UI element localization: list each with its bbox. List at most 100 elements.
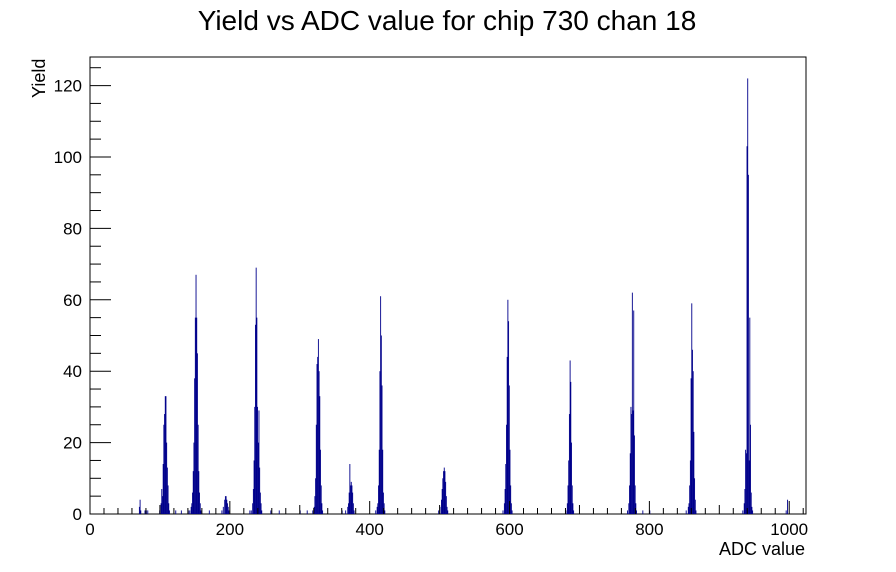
histogram-bar bbox=[743, 503, 745, 514]
histogram-bar bbox=[785, 510, 787, 514]
histogram-bar bbox=[506, 424, 507, 514]
histogram-bar bbox=[315, 424, 317, 514]
histogram-bar bbox=[199, 492, 200, 514]
histogram-bar bbox=[744, 489, 746, 514]
histogram-bar bbox=[629, 485, 630, 514]
histogram-bar bbox=[227, 506, 229, 514]
histogram-bar bbox=[378, 449, 380, 514]
histogram-bar bbox=[163, 424, 165, 514]
histogram-bar bbox=[250, 510, 252, 514]
histogram-bar bbox=[505, 464, 507, 514]
histogram-bar bbox=[742, 510, 744, 514]
histogram-bar bbox=[444, 471, 446, 514]
y-tick-label: 120 bbox=[54, 77, 82, 96]
histogram-bar bbox=[747, 78, 749, 514]
histogram-bar bbox=[381, 385, 383, 514]
histogram-bar bbox=[197, 424, 199, 514]
histogram-bar bbox=[631, 292, 633, 514]
histogram-bar bbox=[348, 503, 349, 514]
histogram-bar bbox=[167, 485, 169, 514]
histogram-bar bbox=[164, 396, 166, 514]
histogram-bar bbox=[254, 406, 256, 514]
histogram-bar bbox=[384, 510, 386, 514]
histogram-bar bbox=[322, 510, 324, 514]
histogram-bar bbox=[751, 506, 753, 514]
histogram-bar bbox=[162, 496, 163, 514]
histogram-bar bbox=[636, 510, 637, 514]
histogram-bar bbox=[196, 317, 198, 514]
histogram-bar bbox=[510, 503, 512, 514]
histogram-bar bbox=[568, 414, 570, 514]
histogram-bar bbox=[685, 510, 687, 514]
histogram-bar bbox=[261, 510, 263, 514]
histogram-bar bbox=[191, 503, 193, 514]
histogram-bar bbox=[509, 449, 511, 514]
histogram-bar bbox=[382, 449, 384, 514]
histogram-bar bbox=[208, 510, 210, 514]
histogram-bar bbox=[691, 303, 693, 514]
histogram-bar bbox=[256, 317, 258, 514]
histogram-bar bbox=[224, 499, 226, 514]
histogram-bar bbox=[504, 489, 506, 514]
x-tick-label: 400 bbox=[356, 520, 384, 539]
histogram-bar bbox=[140, 510, 142, 514]
y-tick-label: 20 bbox=[63, 434, 82, 453]
histogram-bar bbox=[689, 485, 691, 514]
histogram-bar bbox=[375, 510, 377, 514]
histogram-bar bbox=[352, 492, 354, 514]
histogram-bar bbox=[745, 449, 747, 514]
histogram-bar bbox=[252, 489, 254, 514]
histogram-bar bbox=[315, 478, 317, 514]
histogram-bar bbox=[694, 478, 696, 514]
histogram-bar bbox=[750, 492, 752, 514]
histogram-bar bbox=[194, 378, 196, 514]
histogram-bar bbox=[642, 510, 644, 514]
histogram-bar bbox=[634, 485, 636, 514]
y-tick-label: 100 bbox=[54, 148, 82, 167]
histogram-bar bbox=[572, 503, 574, 514]
histogram-bar bbox=[190, 506, 192, 514]
histogram-bar bbox=[749, 317, 751, 514]
histogram-bar bbox=[139, 499, 141, 514]
histogram-bar bbox=[164, 414, 166, 514]
histogram-bar bbox=[249, 510, 251, 514]
histogram-bar bbox=[320, 449, 321, 514]
histogram-bar bbox=[228, 510, 230, 514]
histogram-bar bbox=[631, 414, 633, 514]
histogram-bar bbox=[196, 353, 198, 514]
histogram-bar bbox=[160, 503, 162, 514]
y-axis: 0 20 40 60 80 100 120 bbox=[54, 67, 111, 524]
histogram-bar bbox=[270, 510, 272, 514]
histogram-bar bbox=[345, 510, 347, 514]
histogram-bar bbox=[627, 510, 628, 514]
histogram-bar bbox=[630, 406, 632, 514]
histogram-bar bbox=[692, 349, 693, 514]
histogram-bar bbox=[571, 442, 572, 514]
histogram-bar bbox=[321, 503, 323, 514]
histogram-bar bbox=[351, 485, 353, 514]
histogram-bar bbox=[377, 503, 379, 514]
histogram-bar bbox=[750, 424, 751, 514]
histogram-bar bbox=[199, 503, 201, 514]
histogram-bar bbox=[257, 442, 259, 514]
x-tick-label: 0 bbox=[85, 520, 94, 539]
histogram-bar bbox=[192, 471, 194, 514]
histogram-bar bbox=[350, 481, 352, 514]
histogram-bar bbox=[693, 431, 695, 514]
histogram-bar bbox=[319, 396, 321, 514]
histogram-bar bbox=[180, 510, 182, 514]
histogram-bar bbox=[200, 510, 202, 514]
histogram-bar bbox=[690, 378, 692, 514]
histogram-bar bbox=[632, 410, 634, 514]
y-tick-label: 60 bbox=[63, 291, 82, 310]
histogram-bar bbox=[189, 510, 191, 514]
histogram-bar bbox=[692, 371, 694, 514]
histogram-bar bbox=[748, 460, 750, 514]
histogram-bar bbox=[258, 410, 260, 514]
histogram-bar bbox=[161, 489, 163, 514]
histogram-bar bbox=[502, 510, 504, 514]
histogram-bar bbox=[503, 503, 505, 514]
histogram-bar bbox=[316, 364, 318, 514]
y-tick-label: 40 bbox=[63, 362, 82, 381]
